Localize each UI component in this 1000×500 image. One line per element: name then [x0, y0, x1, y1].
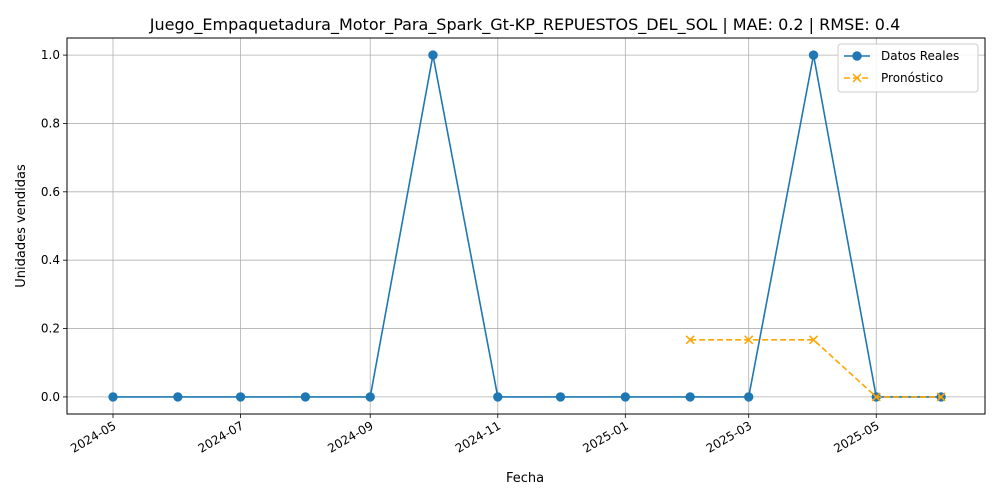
series-0-point [428, 50, 438, 60]
y-tick-label: 0.4 [41, 253, 60, 267]
y-tick-label: 0.6 [41, 185, 60, 199]
series-0-point [173, 392, 183, 402]
series-0-point [300, 392, 311, 402]
series-1-point [852, 73, 862, 83]
x-axis-label: Fecha [506, 471, 544, 486]
legend-box [837, 43, 979, 93]
series-1 [685, 335, 946, 402]
series-0-point [808, 50, 819, 60]
chart-title: Juego_Empaquetadura_Motor_Para_Spark_Gt-… [149, 15, 901, 35]
series-0-point [108, 392, 118, 402]
legend: Datos Reales Pronóstico [837, 43, 979, 93]
x-tick-label: 2024-05 [68, 418, 118, 455]
series-0-point [493, 392, 503, 402]
y-tick-label: 0.2 [41, 322, 60, 336]
series-1-point [808, 335, 819, 345]
series-1-point [871, 392, 881, 402]
x-axis-ticks: 2024-05 2024-07 2024-09 2024-11 2025-01 2025-… [68, 414, 882, 456]
x-tick-label: 2025-03 [704, 418, 754, 455]
y-axis-label: Unidades vendidas [14, 164, 29, 288]
grid-lines [67, 38, 985, 414]
series-0-point [235, 392, 246, 402]
y-axis-ticks: 0.0 0.2 0.4 0.6 0.8 1.0 [41, 48, 67, 404]
series-0 [108, 50, 946, 402]
series-1-point [685, 335, 695, 345]
series-0-point [365, 392, 375, 402]
x-tick-label: 2024-11 [453, 418, 503, 455]
series-0-point [852, 51, 862, 61]
series-0-point [685, 392, 695, 402]
series-0-point [620, 392, 631, 402]
series-layer [108, 50, 946, 402]
legend-label: Datos Reales [881, 49, 959, 63]
series-0-point [744, 392, 754, 402]
series-0-point [555, 392, 566, 402]
x-tick-label: 2024-07 [196, 418, 246, 455]
series-1-line [690, 339, 942, 398]
plot-frame [66, 37, 986, 415]
y-tick-label: 0.0 [41, 390, 60, 404]
x-tick-label: 2025-05 [831, 418, 881, 455]
series-1-point [936, 392, 946, 402]
y-tick-label: 0.8 [41, 116, 60, 130]
series-1-point [744, 335, 754, 345]
series-0-line [113, 54, 942, 398]
y-tick-label: 1.0 [41, 48, 60, 62]
x-tick-label: 2024-09 [325, 418, 375, 455]
legend-label: Pronóstico [881, 71, 943, 85]
x-tick-label: 2025-01 [580, 418, 630, 455]
